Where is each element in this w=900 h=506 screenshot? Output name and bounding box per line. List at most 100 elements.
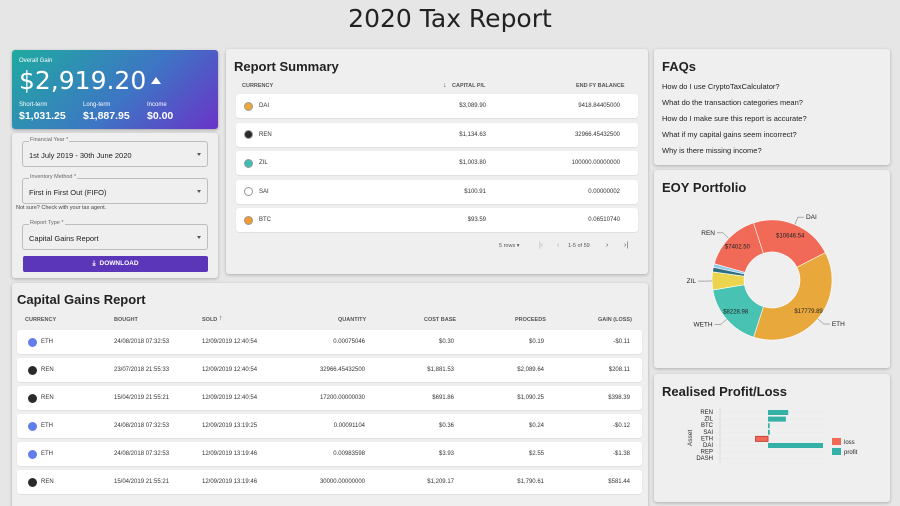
summary-row[interactable]: DAI $3,089.90 9418.84405000 bbox=[236, 94, 638, 118]
faq-link[interactable]: What if my capital gains seem incorrect? bbox=[662, 130, 797, 139]
coin-icon bbox=[244, 187, 253, 197]
cg-cost-base: $0.36 bbox=[438, 423, 454, 429]
cg-bought: 24/08/2018 07:32:53 bbox=[114, 423, 170, 429]
bar[interactable] bbox=[768, 443, 823, 448]
cg-quantity: 30000.00000000 bbox=[319, 479, 365, 485]
col-end-fy-balance[interactable]: END FY BALANCE bbox=[576, 83, 625, 89]
realised-pl-card: Realised Profit/Loss REN ZIL BTC SAI ETH DAI R… bbox=[654, 374, 890, 502]
cg-col-currency[interactable]: CURRENCY bbox=[25, 317, 57, 323]
bar[interactable] bbox=[768, 410, 789, 415]
pie-slice[interactable] bbox=[753, 252, 833, 341]
financial-year-select[interactable]: Financial Year * 1st July 2019 - 30th Ju… bbox=[22, 137, 208, 167]
cg-gain-loss: $581.44 bbox=[608, 479, 630, 485]
faq-link[interactable]: Why is there missing income? bbox=[662, 146, 762, 155]
short-term-label: Short-term bbox=[19, 102, 48, 108]
download-button[interactable]: ⤓ DOWNLOAD bbox=[23, 256, 208, 272]
slice-value-label: $17779.89 bbox=[794, 309, 823, 315]
summary-end-balance: 0.00000002 bbox=[588, 188, 620, 195]
cg-col-quantity[interactable]: QUANTITY bbox=[338, 317, 367, 323]
cg-cost-base: $1,209.17 bbox=[427, 479, 454, 485]
summary-row[interactable]: REN $1,134.63 32966.45432500 bbox=[236, 122, 638, 147]
tick-label: DASH bbox=[696, 456, 713, 462]
table-row[interactable]: REN 23/07/2018 21:55:33 12/09/2019 12:40:5… bbox=[17, 358, 642, 382]
cg-col-proceeds[interactable]: PROCEEDS bbox=[515, 317, 546, 323]
table-row[interactable]: ETH 24/08/2018 07:32:53 12/09/2019 13:19:2… bbox=[17, 414, 642, 438]
long-term-label: Long-term bbox=[83, 102, 111, 108]
report-summary-title: Report Summary bbox=[234, 59, 339, 74]
bar[interactable] bbox=[768, 423, 770, 429]
legend-swatch bbox=[832, 438, 841, 445]
summary-row[interactable]: ZIL $1,003.80 100000.00000000 bbox=[236, 151, 638, 176]
gain-up-arrow-icon bbox=[151, 77, 161, 84]
inventory-method-value: First in First Out (FIFO) bbox=[29, 188, 107, 197]
sort-arrow-icon[interactable]: ↓ bbox=[443, 82, 447, 89]
cg-col-gain-loss[interactable]: GAIN (LOSS) bbox=[598, 317, 632, 323]
summary-capital-pl: $3,089.90 bbox=[459, 103, 486, 109]
col-capital-pl[interactable]: CAPITAL P/L bbox=[452, 83, 486, 89]
page-title: 2020 Tax Report bbox=[348, 4, 552, 33]
coin-icon bbox=[28, 421, 37, 431]
rows-per-page-value: 5 rows bbox=[499, 243, 516, 249]
download-icon: ⤓ bbox=[92, 260, 96, 267]
slice-label: ETH bbox=[832, 321, 845, 328]
coin-icon bbox=[244, 130, 253, 140]
cg-cost-base: $1,881.53 bbox=[427, 367, 454, 373]
cg-proceeds: $2,089.64 bbox=[517, 367, 544, 373]
next-page-icon[interactable]: › bbox=[606, 242, 609, 249]
summary-coin: SAI bbox=[259, 188, 269, 195]
bar[interactable] bbox=[768, 416, 786, 422]
tick-label: SAI bbox=[703, 430, 713, 436]
cg-gain-loss: -$1.38 bbox=[612, 451, 630, 457]
income-value: $0.00 bbox=[147, 110, 174, 122]
cg-quantity: 32966.45432500 bbox=[319, 367, 365, 373]
pie-slice[interactable] bbox=[753, 219, 826, 268]
summary-coin: BTC bbox=[259, 217, 271, 224]
table-row[interactable]: REN 15/04/2019 21:55:21 12/09/2019 12:40:5… bbox=[17, 386, 642, 410]
cg-coin: ETH bbox=[41, 423, 53, 429]
col-currency[interactable]: CURRENCY bbox=[242, 83, 274, 89]
slice-value-label: $10646.54 bbox=[776, 234, 805, 240]
slice-label: WETH bbox=[693, 322, 712, 329]
table-row[interactable]: ETH 24/08/2018 07:32:53 12/09/2019 12:40:5… bbox=[17, 330, 642, 354]
bar[interactable] bbox=[755, 435, 769, 442]
cg-proceeds: $1,790.61 bbox=[517, 479, 544, 485]
inventory-method-select[interactable]: Inventory Method * First in First Out (F… bbox=[22, 174, 208, 204]
rows-per-page-select[interactable]: 5 rows ▾ bbox=[499, 243, 520, 249]
pie-slice[interactable] bbox=[713, 222, 764, 273]
bar[interactable] bbox=[768, 429, 770, 435]
summary-capital-pl: $1,134.63 bbox=[459, 131, 486, 138]
tax-agent-hint: Not sure? Check with your tax agent. bbox=[16, 205, 107, 211]
faq-link[interactable]: How do I use CryptoTaxCalculator? bbox=[662, 82, 780, 91]
tick-label: ETH bbox=[701, 436, 713, 442]
eoy-portfolio-chart: $10646.54 DAI $17779.89 ETH $8228.98 WETH ZIL $… bbox=[687, 214, 845, 341]
financial-year-value: 1st July 2019 - 30th June 2020 bbox=[29, 151, 132, 160]
table-row[interactable]: ETH 24/08/2018 07:32:53 12/09/2019 13:19:4… bbox=[17, 442, 642, 466]
summary-row[interactable]: SAI $100.91 0.00000002 bbox=[236, 179, 638, 204]
faq-link[interactable]: How do I make sure this report is accura… bbox=[662, 114, 807, 123]
first-page-icon[interactable]: |‹ bbox=[539, 242, 544, 249]
slice-label: ZIL bbox=[687, 278, 697, 285]
legend-label: loss bbox=[844, 440, 855, 446]
report-type-select[interactable]: Report Type * Capital Gains Report bbox=[22, 220, 208, 250]
summary-row[interactable]: BTC $93.59 0.06510740 bbox=[236, 208, 638, 233]
cg-bought: 15/04/2019 21:55:21 bbox=[114, 479, 170, 485]
slice-leader-line bbox=[716, 232, 729, 239]
last-page-icon[interactable]: ›| bbox=[624, 242, 629, 249]
tick-label: BTC bbox=[701, 423, 714, 429]
cg-col-sold[interactable]: SOLD bbox=[202, 317, 218, 323]
cg-quantity: 0.00075046 bbox=[333, 339, 365, 345]
coin-icon bbox=[28, 477, 37, 487]
cg-quantity: 0.00983598 bbox=[333, 451, 365, 457]
prev-page-icon[interactable]: ‹ bbox=[557, 242, 560, 249]
faq-link[interactable]: What do the transaction categories mean? bbox=[662, 98, 803, 107]
sort-arrow-icon[interactable]: ↑ bbox=[219, 315, 223, 322]
cg-col-bought[interactable]: BOUGHT bbox=[114, 317, 138, 323]
cg-proceeds: $2.55 bbox=[528, 451, 544, 457]
table-row[interactable]: REN 15/04/2019 21:55:21 12/09/2019 13:19:4… bbox=[17, 470, 642, 494]
slice-label: REN bbox=[701, 230, 715, 237]
slice-leader-line bbox=[714, 319, 727, 325]
cg-gain-loss: -$0.11 bbox=[613, 339, 630, 345]
legend-label: profit bbox=[844, 450, 858, 456]
cg-col-cost-base[interactable]: COST BASE bbox=[424, 317, 457, 323]
